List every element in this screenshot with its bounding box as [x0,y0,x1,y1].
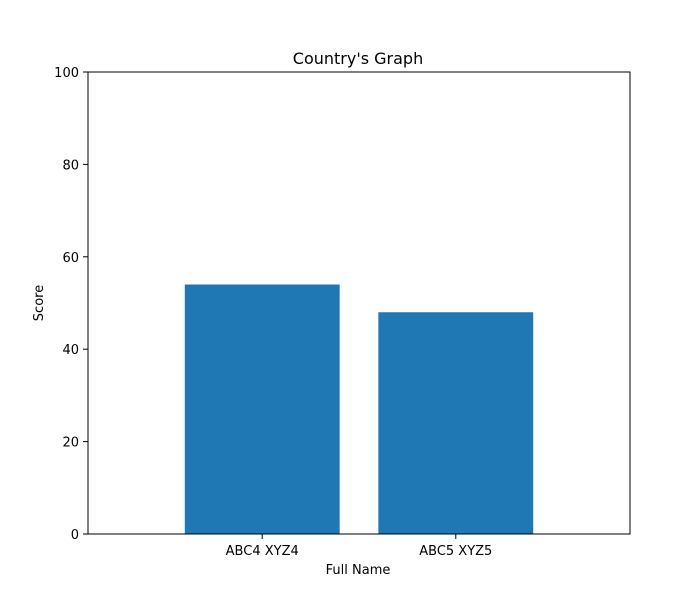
y-tick-label: 40 [62,343,79,358]
y-axis-label: Score [32,285,47,321]
plot-frame [87,71,631,535]
y-tick-label: 20 [62,436,79,451]
bars-layer [184,284,534,534]
bar-1 [184,284,340,534]
y-tick-label: 100 [54,66,79,81]
x-tick-label: ABC5 XYZ5 [419,544,492,559]
y-tick-label: 60 [62,251,79,266]
x-tick-label: ABC4 XYZ4 [226,544,299,559]
x-axis-ticks: ABC4 XYZ4 ABC5 XYZ5 [226,534,492,559]
y-axis-ticks: 0 20 40 60 80 100 [54,66,88,543]
y-tick-label: 0 [71,528,79,543]
bar-2 [378,312,534,534]
y-tick-label: 80 [62,158,79,173]
x-axis-label: Full Name [326,563,391,578]
chart-title: Country's Graph [293,49,423,68]
